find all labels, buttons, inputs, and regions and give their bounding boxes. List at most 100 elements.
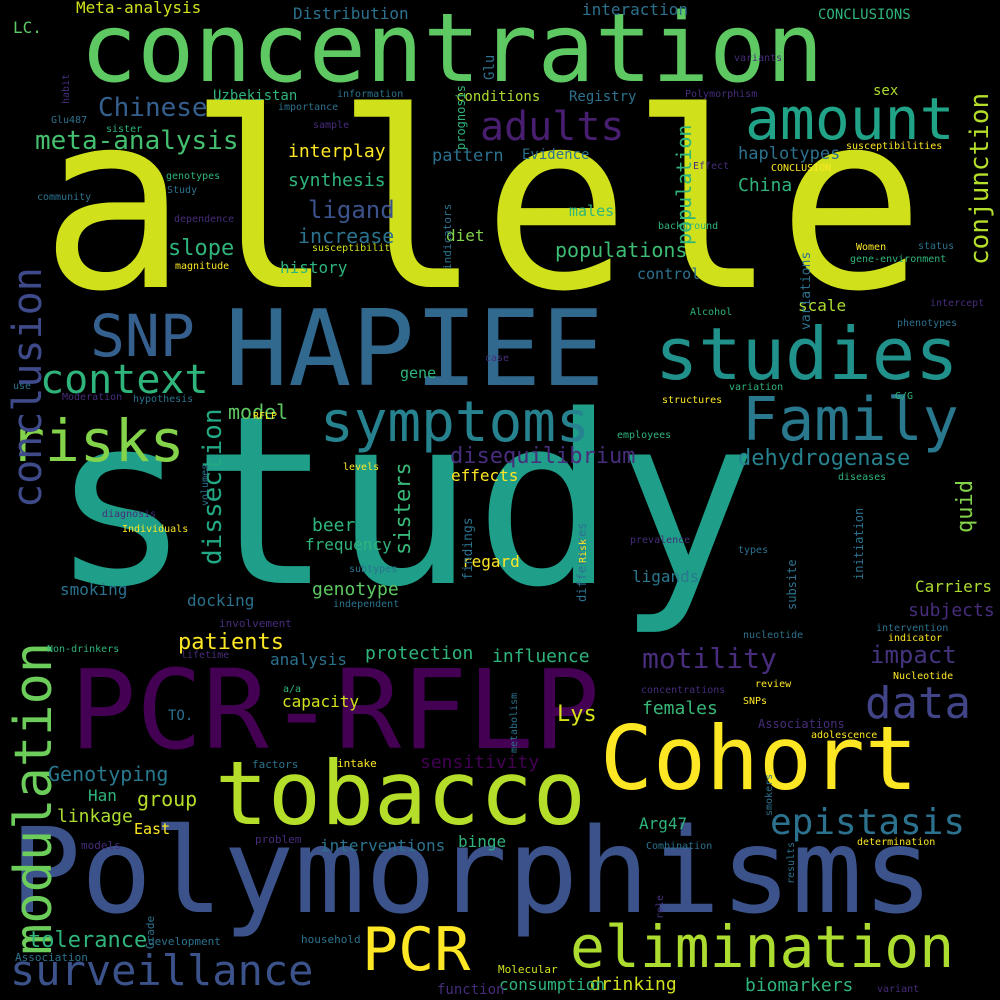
word: Moderation xyxy=(62,392,123,403)
word: influence xyxy=(492,646,590,667)
word: models xyxy=(81,839,121,852)
word: factors xyxy=(252,758,299,771)
word: subjects xyxy=(908,600,995,621)
word: magnitude xyxy=(175,261,230,272)
word: SNP xyxy=(90,302,195,370)
word: habit xyxy=(61,73,72,104)
word: symptoms xyxy=(320,390,590,455)
word: Polymorphism xyxy=(685,89,758,100)
word: Polymorphisms xyxy=(10,802,934,940)
word: allele xyxy=(40,60,926,345)
word: Meta-analysis xyxy=(76,0,202,17)
word: Lys xyxy=(557,702,597,727)
word: SNPs xyxy=(743,696,768,707)
word: study xyxy=(50,366,758,639)
word: pattern xyxy=(432,146,504,166)
word: conditions xyxy=(456,89,541,105)
word: review xyxy=(755,679,792,690)
word: indicators xyxy=(441,203,454,270)
word: Molecular xyxy=(498,963,558,976)
word: binge xyxy=(458,832,507,851)
word: metabolism xyxy=(509,692,520,753)
word: tobacco xyxy=(215,742,586,845)
word: motility xyxy=(642,642,777,675)
word: types xyxy=(738,545,769,556)
word: lifetime xyxy=(181,650,230,661)
word: initiation xyxy=(852,507,866,580)
word: China xyxy=(738,175,793,196)
word: biomarkers xyxy=(745,975,854,996)
word: beer xyxy=(312,515,356,536)
word: tolerance xyxy=(28,928,148,953)
word: Effect xyxy=(693,161,730,172)
word: household xyxy=(301,933,361,946)
word: nucleotide xyxy=(743,630,804,641)
word: smokers xyxy=(764,773,775,816)
word: females xyxy=(642,698,718,719)
word: Carriers xyxy=(915,577,993,596)
word: LC. xyxy=(13,18,42,37)
word: interaction xyxy=(582,0,688,19)
word: levels xyxy=(343,462,380,473)
word: TO. xyxy=(168,708,194,724)
word: variation xyxy=(729,382,784,393)
word: Glu487 xyxy=(51,115,88,126)
word: quid xyxy=(953,480,978,533)
word: problem xyxy=(255,833,302,846)
word: Glu xyxy=(482,54,498,80)
word: development xyxy=(148,935,221,948)
word: genotypes xyxy=(166,171,221,182)
word: haplotypes xyxy=(738,144,841,164)
word: Combination xyxy=(646,841,713,852)
word: findings xyxy=(461,517,476,580)
word: effects xyxy=(451,466,519,485)
word: sister xyxy=(106,124,143,135)
word: G/G xyxy=(895,391,914,402)
word: group xyxy=(137,787,198,811)
word: gene-environment xyxy=(850,254,947,265)
word: background xyxy=(658,221,719,232)
word: case xyxy=(485,353,510,364)
word: ligand xyxy=(308,196,395,224)
word: CONCLUSION xyxy=(771,163,832,174)
word: phenotypes xyxy=(897,318,958,329)
word: Chinese xyxy=(98,93,208,123)
word: Cohort xyxy=(600,707,918,810)
word: information xyxy=(337,89,404,100)
word: determination xyxy=(857,837,936,848)
word: HAPIEE xyxy=(225,288,605,410)
word: PCR-RFLP xyxy=(70,646,600,774)
word: analysis xyxy=(270,650,348,669)
word: employees xyxy=(617,430,672,441)
word: Study xyxy=(167,185,198,196)
word: RFLP xyxy=(253,411,278,422)
word: prevalence xyxy=(630,535,691,546)
word: data xyxy=(865,678,971,729)
word: interventions xyxy=(320,836,446,855)
word: sisters xyxy=(391,462,416,555)
word: epistasis xyxy=(770,802,966,843)
word: status xyxy=(918,241,955,252)
word: populations xyxy=(555,238,688,262)
word: importance xyxy=(278,102,339,113)
word: diet xyxy=(446,226,485,245)
word: Non-drinkers xyxy=(47,644,120,655)
word: Evidence xyxy=(522,147,590,163)
word: Uzbekistan xyxy=(213,88,298,104)
word: Registry xyxy=(569,89,637,105)
word: diseases xyxy=(838,472,887,483)
word: subtypes xyxy=(349,564,398,575)
word: increase xyxy=(298,224,395,248)
word: amount xyxy=(745,85,955,153)
word: interplay xyxy=(288,141,386,162)
word: intercept xyxy=(930,298,985,309)
word: Alcohol xyxy=(690,307,733,318)
word: surveillance xyxy=(10,946,314,995)
word: results xyxy=(786,841,797,884)
word: independent xyxy=(333,599,400,610)
word: protection xyxy=(365,643,474,664)
word: males xyxy=(569,202,615,220)
word: volumes xyxy=(200,463,211,506)
word: structures xyxy=(662,395,723,406)
